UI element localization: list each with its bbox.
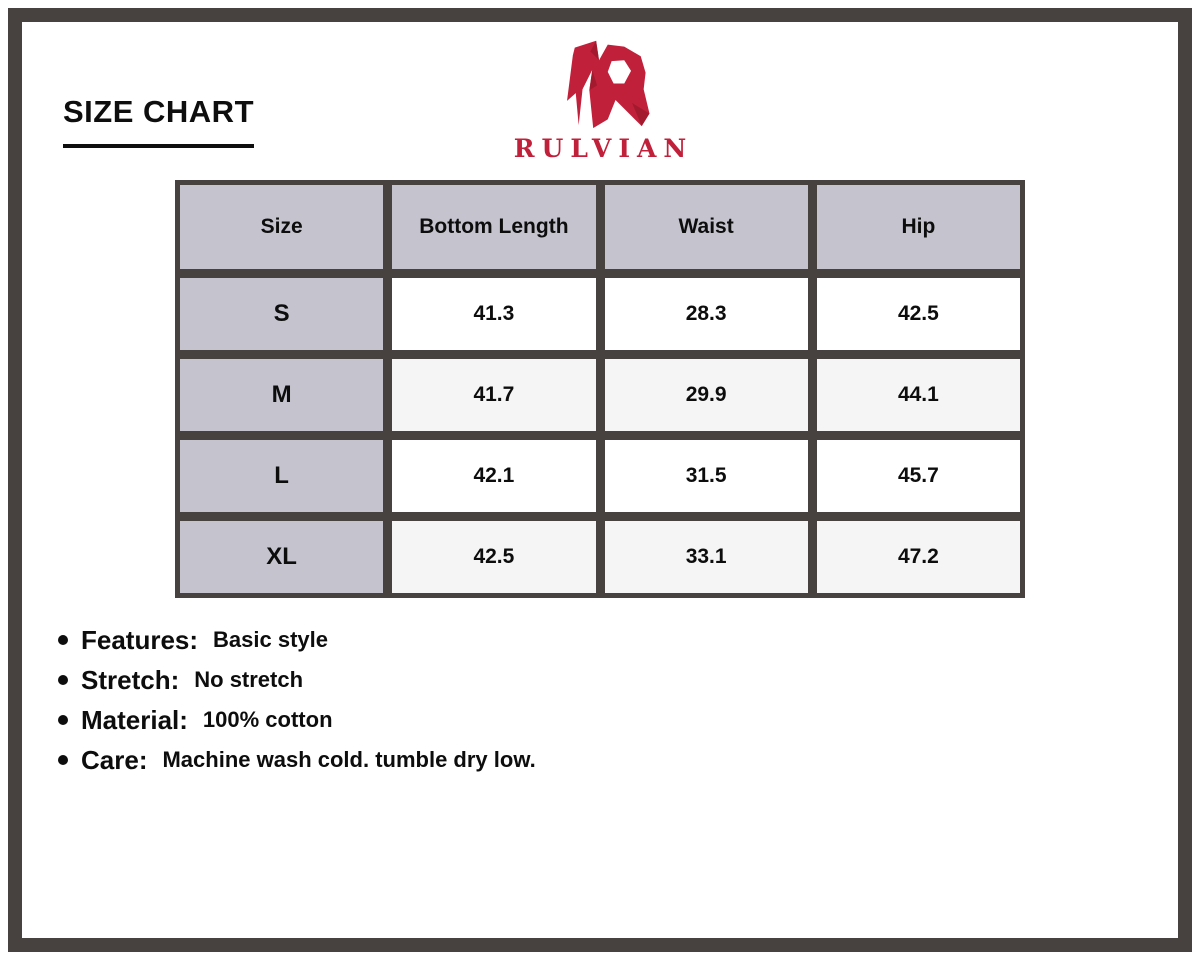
detail-value-material: 100% cotton <box>202 707 333 732</box>
row-xl-hip: 47.2 <box>816 521 1020 593</box>
header-cell-hip: Hip <box>816 185 1020 269</box>
row-xl-bottom-length: 42.5 <box>392 521 596 593</box>
title-block: SIZE CHART <box>63 94 254 148</box>
row-l-hip: 45.7 <box>816 440 1020 512</box>
header-cell-waist: Waist <box>604 185 808 269</box>
detail-value-care: Machine wash cold. tumble dry low. <box>162 747 536 772</box>
row-m-waist: 29.9 <box>604 359 808 431</box>
page-border-frame <box>8 8 1192 952</box>
bullet-icon <box>58 755 68 765</box>
title-underline <box>63 144 254 148</box>
detail-row-care: Care: Machine wash cold. tumble dry low. <box>58 740 536 780</box>
row-m-bottom-length: 41.7 <box>392 359 596 431</box>
brand-logo-icon <box>567 40 650 129</box>
row-s-bottom-length: 41.3 <box>392 278 596 350</box>
bullet-icon <box>58 675 68 685</box>
detail-row-material: Material: 100% cotton <box>58 700 536 740</box>
row-l-size-label: L <box>180 440 384 512</box>
row-m-size-label: M <box>180 359 384 431</box>
row-xl-waist: 33.1 <box>604 521 808 593</box>
page-title: SIZE CHART <box>63 94 254 129</box>
detail-label-material: Material: <box>81 704 188 735</box>
row-s-waist: 28.3 <box>604 278 808 350</box>
detail-row-stretch: Stretch: No stretch <box>58 660 536 700</box>
detail-value-features: Basic style <box>213 627 329 652</box>
detail-label-features: Features: <box>81 624 199 655</box>
brand-header: RULVIAN <box>0 34 1200 163</box>
brand-name: RULVIAN <box>513 134 694 163</box>
detail-row-features: Features: Basic style <box>58 620 536 660</box>
row-l-bottom-length: 42.1 <box>392 440 596 512</box>
row-xl-size-label: XL <box>180 521 384 593</box>
bullet-icon <box>58 635 68 645</box>
row-m-hip: 44.1 <box>816 359 1020 431</box>
size-chart-table: Size Bottom Length Waist Hip S 41.3 28.3… <box>175 180 1025 598</box>
detail-label-stretch: Stretch: <box>81 664 180 695</box>
bullet-icon <box>58 715 68 725</box>
header-cell-size: Size <box>180 185 384 269</box>
detail-value-stretch: No stretch <box>194 667 304 692</box>
detail-label-care: Care: <box>81 744 148 775</box>
header-cell-bottom-length: Bottom Length <box>392 185 596 269</box>
row-s-size-label: S <box>180 278 384 350</box>
product-details-list: Features: Basic style Stretch: No stretc… <box>58 620 536 780</box>
row-s-hip: 42.5 <box>816 278 1020 350</box>
row-l-waist: 31.5 <box>604 440 808 512</box>
